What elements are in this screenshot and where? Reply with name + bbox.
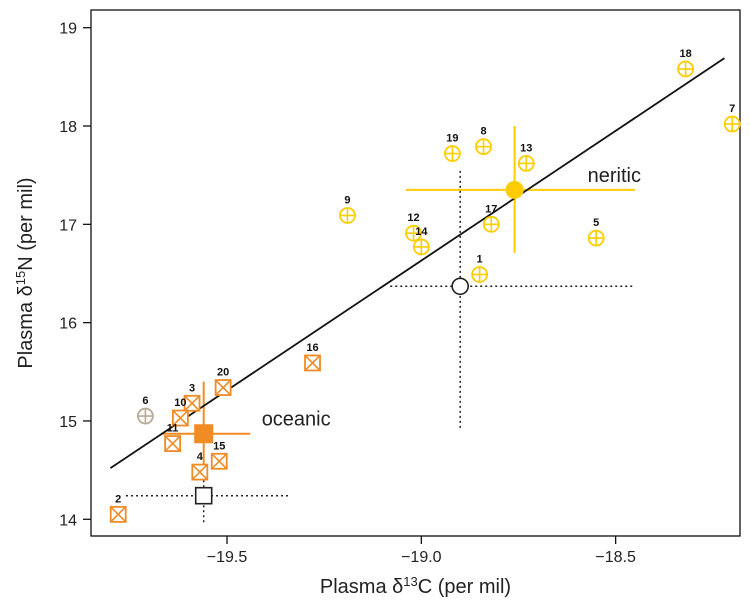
y-tick-label: 16: [59, 316, 77, 333]
data-points: [109, 60, 741, 523]
point-label-1: 1: [477, 253, 483, 265]
reference-open-circle: [451, 277, 469, 296]
point-3-d2: [183, 395, 201, 412]
point-2-d2: [110, 506, 127, 523]
x-tick-label: −18.5: [595, 549, 636, 566]
x-tick-label: −19.0: [401, 549, 442, 566]
x-axis-title-suffix: C (per mil): [418, 576, 511, 598]
oceanic-mean-marker: [194, 424, 214, 444]
point-20: [214, 379, 232, 396]
point-label-14: 14: [415, 226, 428, 238]
point-label-16: 16: [306, 342, 318, 354]
oceanic-group-label: oceanic: [262, 409, 331, 431]
point-3: [183, 394, 201, 412]
point-15-d2: [211, 453, 228, 470]
regression-line: [109, 57, 725, 469]
point-label-4: 4: [197, 451, 204, 463]
point-label-5: 5: [593, 217, 599, 229]
neritic-mean-marker: [505, 180, 524, 199]
point-label-9: 9: [344, 194, 350, 206]
group-means: neritic oceanic: [194, 165, 641, 505]
point-label-7: 7: [729, 103, 735, 115]
y-tick-label: 17: [59, 217, 77, 234]
point-16-d2: [304, 354, 321, 372]
point-label-8: 8: [480, 126, 486, 138]
y-axis-title-suffix: N (per mil): [15, 177, 37, 270]
point-16: [304, 354, 321, 372]
x-axis-title-prefix: Plasma δ: [320, 576, 403, 598]
point-label-3: 3: [189, 382, 195, 394]
point-7: [723, 115, 741, 133]
point-10-d2: [172, 409, 189, 427]
plot-frame: [90, 9, 741, 537]
point-9: [339, 207, 356, 224]
neritic-group-label: neritic: [588, 165, 641, 187]
x-axis-title: Plasma δ13C (per mil): [320, 574, 511, 599]
point-8: [475, 138, 492, 156]
point-20-d2: [215, 379, 232, 396]
point-18: [677, 60, 694, 78]
point-label-20: 20: [217, 367, 229, 379]
point-14: [412, 238, 430, 256]
point-label-19: 19: [446, 133, 458, 145]
point-label-18: 18: [679, 48, 691, 60]
y-axis-title-prefix: Plasma δ: [15, 285, 37, 368]
point-label-11: 11: [167, 423, 179, 435]
point-label-10: 10: [174, 397, 186, 409]
point-2: [109, 505, 127, 523]
x-axis-title-superscript: 13: [403, 574, 417, 589]
reference-open-square: [194, 486, 213, 505]
point-4: [191, 463, 209, 481]
point-12: [405, 224, 422, 242]
y-tick-label: 14: [59, 512, 77, 529]
point-15: [210, 452, 228, 470]
point-label-13: 13: [520, 142, 532, 154]
point-11: [164, 435, 182, 452]
y-tick-label: 19: [59, 21, 77, 38]
point-13: [517, 154, 535, 172]
point-label-12: 12: [407, 212, 419, 224]
y-axis-title: Plasma δ15N (per mil): [13, 177, 38, 368]
point-10: [171, 409, 189, 427]
point-4-d2: [191, 464, 208, 481]
point-19: [444, 145, 461, 162]
point-6: [137, 407, 154, 425]
point-1: [471, 266, 489, 283]
point-label-15: 15: [213, 440, 225, 452]
point-5: [587, 229, 605, 247]
y-tick-label: 15: [59, 414, 77, 431]
point-17: [482, 215, 500, 233]
point-label-6: 6: [142, 395, 148, 407]
y-tick-label: 18: [59, 119, 77, 136]
x-tick-label: −19.5: [207, 549, 248, 566]
point-label-17: 17: [485, 203, 497, 215]
regression-line-segment: [109, 57, 725, 469]
point-label-2: 2: [115, 493, 121, 505]
point-11-d2: [164, 435, 181, 452]
axis-titles: Plasma δ13C (per mil)Plasma δ15N (per mi…: [13, 177, 512, 598]
y-axis-title-superscript: 15: [13, 271, 28, 285]
